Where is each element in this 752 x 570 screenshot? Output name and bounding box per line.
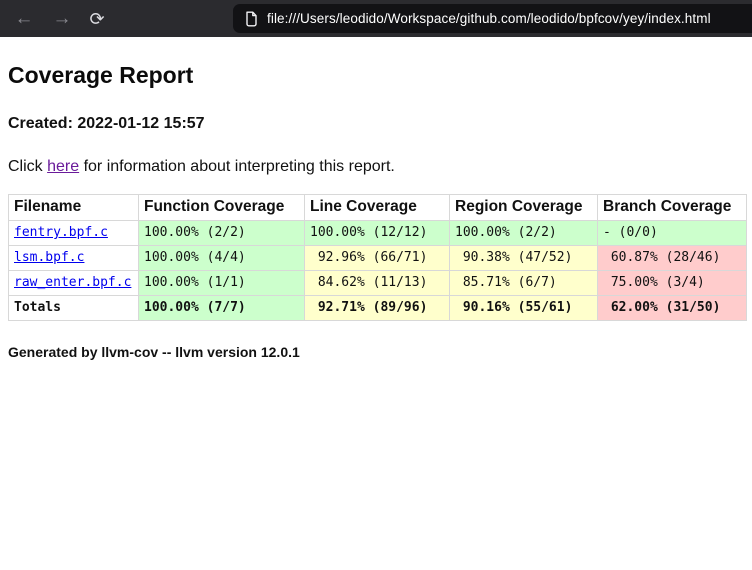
coverage-cell: 90.16% (55/61)	[449, 295, 598, 321]
coverage-cell: 92.96% (66/71)	[304, 245, 450, 271]
filename-cell: Totals	[8, 295, 139, 321]
reload-icon: ⟳	[89, 8, 105, 29]
reload-button[interactable]: ⟳	[83, 5, 111, 33]
url-text: file:///Users/leodido/Workspace/github.c…	[267, 11, 711, 26]
column-header: Filename	[8, 194, 139, 221]
table-row: lsm.bpf.c 100.00% (4/4) 92.96% (66/71) 90…	[8, 245, 747, 271]
report-page: Coverage Report Created: 2022-01-12 15:5…	[0, 62, 752, 360]
coverage-cell: 90.38% (47/52)	[449, 245, 598, 271]
document-icon	[245, 11, 258, 27]
coverage-table: Filename Function Coverage Line Coverage Re…	[8, 194, 747, 321]
address-bar[interactable]: file:///Users/leodido/Workspace/github.c…	[233, 4, 752, 33]
coverage-cell: 100.00% (4/4)	[138, 245, 305, 271]
totals-row: Totals 100.00% (7/7) 92.71% (89/96) 90.16…	[8, 295, 747, 321]
filename-cell: raw_enter.bpf.c	[8, 270, 139, 296]
coverage-cell: 100.00% (7/7)	[138, 295, 305, 321]
coverage-cell: 75.00% (3/4)	[597, 270, 747, 296]
info-text: Click here for information about interpr…	[8, 158, 744, 176]
file-link[interactable]: lsm.bpf.c	[14, 250, 85, 265]
info-prefix: Click	[8, 158, 48, 175]
forward-button[interactable]: →	[48, 5, 76, 33]
column-header: Line Coverage	[304, 194, 450, 221]
info-suffix: for information about interpreting this …	[79, 158, 395, 175]
back-arrow-icon: ←	[14, 8, 34, 29]
filename-cell: lsm.bpf.c	[8, 245, 139, 271]
generator-footer: Generated by llvm-cov -- llvm version 12…	[8, 344, 300, 360]
table-row: raw_enter.bpf.c 100.00% (1/1) 84.62% (11/…	[8, 270, 747, 296]
table-row: fentry.bpf.c 100.00% (2/2) 100.00% (12/12)…	[8, 220, 747, 246]
coverage-cell: 85.71% (6/7)	[449, 270, 598, 296]
coverage-cell: 62.00% (31/50)	[597, 295, 747, 321]
coverage-cell: 100.00% (2/2)	[449, 220, 598, 246]
forward-arrow-icon: →	[52, 8, 72, 29]
table-header-row: Filename Function Coverage Line Coverage Re…	[8, 194, 747, 221]
file-link[interactable]: fentry.bpf.c	[14, 225, 108, 240]
coverage-cell: 100.00% (1/1)	[138, 270, 305, 296]
file-link[interactable]: raw_enter.bpf.c	[14, 275, 132, 290]
interpretation-link[interactable]: here	[47, 158, 80, 175]
table-body: fentry.bpf.c 100.00% (2/2) 100.00% (12/12)…	[8, 220, 747, 321]
coverage-cell: 84.62% (11/13)	[304, 270, 450, 296]
back-button[interactable]: ←	[10, 5, 38, 33]
browser-toolbar: ← → ⟳ file:///Users/leodido/Workspace/gi…	[0, 0, 752, 37]
coverage-cell: 100.00% (12/12)	[304, 220, 450, 246]
column-header: Region Coverage	[449, 194, 598, 221]
coverage-cell: 92.71% (89/96)	[304, 295, 450, 321]
column-header: Function Coverage	[138, 194, 305, 221]
filename-cell: fentry.bpf.c	[8, 220, 139, 246]
coverage-cell: 60.87% (28/46)	[597, 245, 747, 271]
created-timestamp: Created: 2022-01-12 15:57	[8, 115, 205, 132]
column-header: Branch Coverage	[597, 194, 747, 221]
coverage-cell: 100.00% (2/2)	[138, 220, 305, 246]
page-title: Coverage Report	[8, 62, 194, 88]
coverage-cell: - (0/0)	[597, 220, 747, 246]
